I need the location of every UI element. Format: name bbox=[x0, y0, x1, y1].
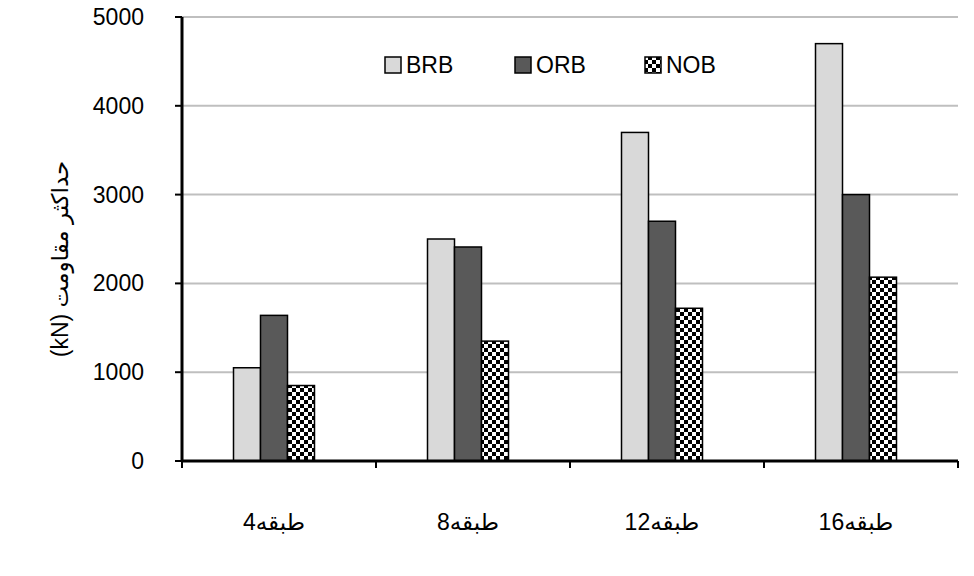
x-tick bbox=[569, 461, 571, 468]
y-tick-label: 0 bbox=[131, 448, 144, 474]
bar bbox=[843, 195, 870, 461]
legend-label: BRB bbox=[406, 52, 453, 78]
bar bbox=[288, 386, 315, 461]
legend-label: ORB bbox=[536, 52, 586, 78]
bar bbox=[428, 239, 455, 461]
legend-swatch bbox=[385, 57, 401, 73]
legend-label: NOB bbox=[666, 52, 716, 78]
bar bbox=[261, 315, 288, 461]
y-axis bbox=[181, 17, 184, 461]
chart-svg: 0 1000 2000 3000 4000 5000 4طبقه 8طبقه 12طبقه 16ط… bbox=[0, 0, 974, 576]
chart-root: 0 1000 2000 3000 4000 5000 4طبقه 8طبقه 12طبقه 16ط… bbox=[0, 0, 974, 576]
legend-swatch bbox=[515, 57, 531, 73]
x-tick-label: 8طبقه bbox=[437, 509, 499, 535]
grid-line bbox=[182, 16, 958, 18]
y-tick-label: 1000 bbox=[93, 359, 144, 385]
x-tick-label: 4طبقه bbox=[243, 509, 305, 535]
bars bbox=[234, 44, 897, 461]
bar bbox=[816, 44, 843, 461]
y-tick-label: 4000 bbox=[93, 93, 144, 119]
bar bbox=[870, 277, 897, 461]
bar bbox=[455, 247, 482, 461]
x-tick-label: 12طبقه bbox=[625, 509, 700, 535]
y-tick-label: 5000 bbox=[93, 4, 144, 30]
y-axis-label: حداکثر مقاومت (kN) bbox=[47, 161, 74, 357]
y-tick-label: 3000 bbox=[93, 182, 144, 208]
bar bbox=[676, 308, 703, 461]
x-tick bbox=[763, 461, 765, 468]
x-tick-label: 16طبقه bbox=[819, 509, 894, 535]
legend-swatch bbox=[645, 57, 661, 73]
x-tick bbox=[181, 461, 183, 468]
bar bbox=[649, 221, 676, 461]
bar bbox=[482, 341, 509, 461]
bar bbox=[234, 368, 261, 461]
legend: BRB ORB NOB bbox=[385, 52, 716, 78]
x-tick bbox=[375, 461, 377, 468]
y-tick-label: 2000 bbox=[93, 270, 144, 296]
bar bbox=[622, 132, 649, 461]
x-tick bbox=[957, 461, 959, 468]
